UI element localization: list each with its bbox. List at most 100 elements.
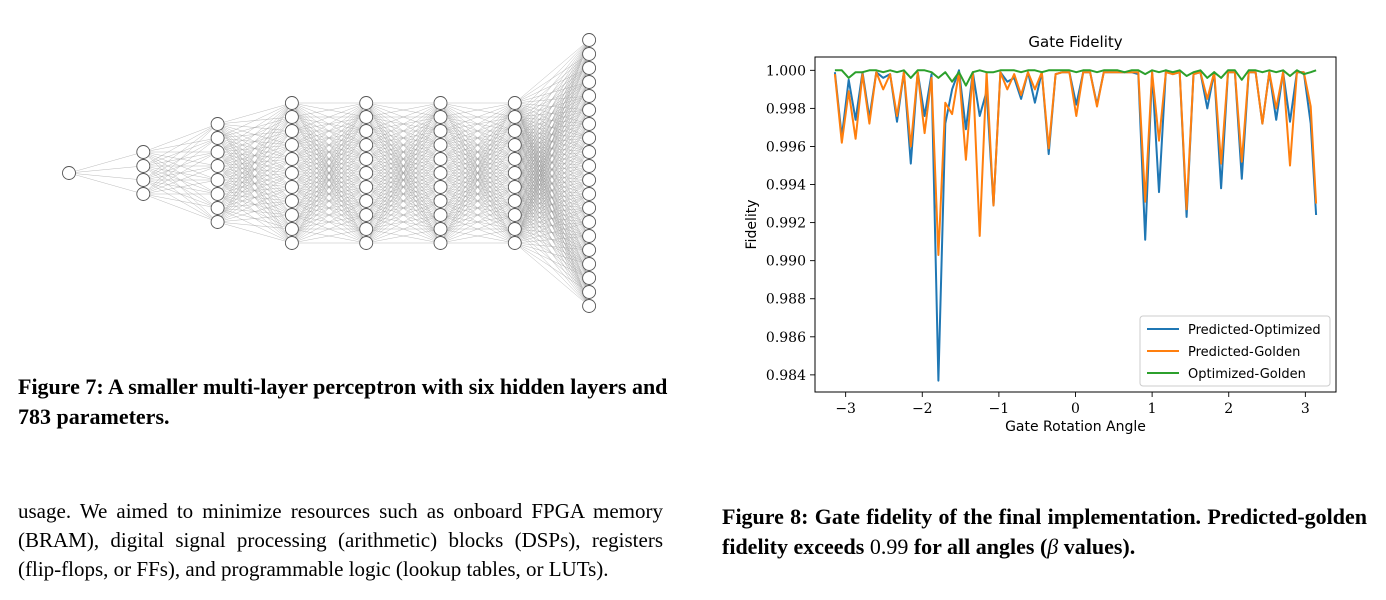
y-axis-label: Fidelity (744, 200, 760, 250)
network-edge (366, 102, 441, 146)
network-edge (291, 102, 367, 230)
network-node (582, 117, 597, 131)
network-edge (217, 102, 293, 209)
network-edge (291, 228, 367, 244)
network-edge (514, 242, 590, 307)
network-layer-0 (62, 166, 76, 180)
gate-fidelity-chart: Gate Fidelity −3 −2 −1 0 1 2 3 Gate Rotation Ang… (744, 33, 1337, 435)
network-edge (366, 172, 441, 244)
network-edge (514, 221, 590, 244)
network-node (507, 96, 522, 110)
x-tick-label: −2 (912, 401, 933, 417)
network-layer-5 (433, 96, 448, 250)
network-edge (217, 172, 293, 223)
network-edge (514, 39, 590, 132)
network-edge (514, 67, 590, 244)
plot-frame (814, 56, 1337, 393)
x-tick-label: −3 (835, 401, 856, 417)
network-edge (291, 116, 367, 244)
network-node (582, 229, 597, 243)
mlp-network-diagram (62, 33, 597, 313)
network-node (433, 236, 448, 250)
network-edge (514, 53, 590, 244)
figure-8-caption: Figure 8: Gate fidelity of the final imp… (722, 502, 1367, 562)
network-node (433, 222, 448, 236)
network-edge (440, 102, 515, 188)
network-node (582, 61, 597, 75)
chart-legend: Predicted-Optimized Predicted-Golden Optim… (1139, 315, 1331, 387)
network-node (284, 194, 299, 208)
network-edge (291, 102, 367, 160)
chart-title: Gate Fidelity (1028, 33, 1122, 51)
network-edge (366, 228, 441, 244)
y-tick-label: 0.986 (766, 330, 806, 346)
network-edge (291, 102, 367, 146)
figure-8-caption-part1: Figure 8: Gate fidelity of the final imp… (722, 504, 1367, 559)
network-edge (366, 214, 441, 244)
network-edge (143, 179, 218, 195)
legend-label: Predicted-Golden (1188, 345, 1300, 360)
series-line-predicted-golden (833, 71, 1318, 256)
network-edge (366, 102, 441, 132)
network-edge (514, 39, 590, 216)
network-edge (143, 193, 218, 223)
figure-7-caption: Figure 7: A smaller multi-layer perceptr… (18, 374, 668, 429)
network-node (582, 271, 597, 285)
network-node (210, 145, 225, 159)
network-node (359, 194, 374, 208)
network-node (284, 124, 299, 138)
network-edge (217, 200, 292, 223)
network-edge (514, 39, 590, 244)
network-node (507, 194, 522, 208)
network-node (136, 159, 151, 173)
network-node (507, 166, 522, 180)
network-layer-2 (210, 117, 225, 229)
network-node (284, 180, 299, 194)
y-tick-label: 0.996 (766, 139, 806, 155)
network-edge (514, 207, 590, 244)
network-edge (291, 102, 367, 174)
network-edge (217, 102, 292, 139)
network-node (582, 131, 597, 145)
network-edge (514, 123, 590, 244)
network-node (433, 138, 448, 152)
network-edge (440, 102, 515, 160)
network-node (582, 159, 597, 173)
network-edge (217, 158, 293, 223)
network-edge (440, 158, 515, 244)
network-edge (366, 200, 441, 244)
network-edge (514, 242, 590, 293)
network-node (210, 187, 225, 201)
network-edge (291, 144, 367, 244)
network-edge (514, 137, 590, 244)
network-node (507, 180, 522, 194)
network-node (359, 180, 374, 194)
network-edge (68, 172, 144, 181)
network-edge (217, 102, 293, 167)
network-node (136, 173, 151, 187)
network-edge (514, 165, 590, 244)
network-edge (143, 137, 218, 195)
network-edge (143, 123, 218, 153)
network-node (359, 96, 374, 110)
network-node (210, 131, 225, 145)
network-node (359, 110, 374, 124)
network-layer-3 (284, 96, 299, 250)
network-node (507, 152, 522, 166)
x-tick-label: 3 (1301, 401, 1310, 417)
network-node (62, 166, 76, 180)
series-lines (833, 69, 1318, 382)
network-node (433, 194, 448, 208)
network-edge (514, 95, 590, 244)
network-edge (514, 235, 590, 244)
x-axis: −3 −2 −1 0 1 2 3 Gate Rotation Angle (835, 392, 1310, 435)
network-edge (440, 102, 515, 118)
network-layer-1 (136, 145, 151, 201)
network-edge (440, 102, 515, 216)
network-node (284, 222, 299, 236)
network-node (136, 145, 151, 159)
y-tick-label: 0.998 (766, 101, 806, 117)
network-edge (291, 200, 367, 244)
network-edge (514, 81, 590, 244)
network-node (507, 138, 522, 152)
